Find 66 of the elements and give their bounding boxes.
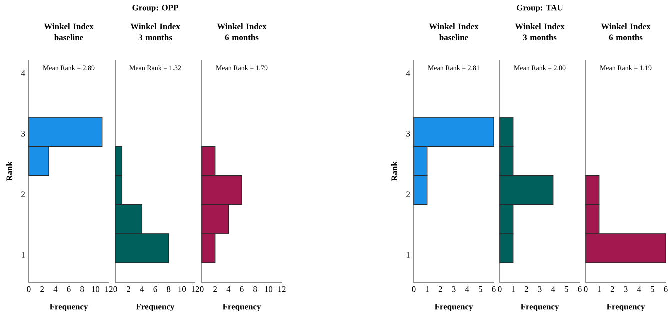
x-tick-label: 3 — [538, 286, 542, 292]
x-tick-label: 0 — [200, 286, 204, 292]
x-tick-label: 10 — [92, 286, 100, 292]
x-tick-label: 6 — [492, 286, 496, 292]
x-tick-label: 4 — [551, 286, 556, 292]
x-tick-label: 8 — [254, 286, 258, 292]
x-axis-title: Frequency — [222, 304, 262, 312]
x-tick-label: 8 — [167, 286, 171, 292]
x-tick-label: 3 — [452, 286, 456, 292]
x-tick-label: 6 — [664, 286, 668, 292]
x-tick-label: 3 — [624, 286, 628, 292]
x-tick-label: 0 — [412, 286, 416, 292]
y-tick-label: 2 — [406, 192, 410, 198]
x-tick-label: 12 — [192, 286, 200, 292]
x-tick-label: 2 — [40, 286, 44, 292]
x-tick-label: 0 — [114, 286, 118, 292]
x-tick-label: 5 — [479, 286, 482, 292]
y-tick-label: 2 — [22, 192, 26, 198]
x-tick-label: 8 — [80, 286, 84, 292]
chart-subtitle: Winkel Index baseline — [44, 24, 94, 40]
y-tick-label: 4 — [21, 70, 26, 76]
chart-subtitle: Winkel Index baseline — [429, 24, 479, 40]
x-axis-title: Frequency — [606, 304, 646, 312]
y-axis-title: Rank — [391, 162, 398, 182]
y-tick-label: 3 — [406, 131, 410, 137]
chart-subtitle: Winkel Index 6 months — [217, 24, 267, 40]
x-tick-label: 10 — [178, 286, 186, 292]
x-tick-label: 5 — [651, 286, 654, 292]
y-tick-label: 3 — [22, 131, 26, 137]
x-tick-label: 4 — [465, 286, 470, 292]
y-tick-label: 1 — [22, 252, 25, 258]
x-tick-label: 2 — [610, 286, 614, 292]
chart-subtitle: Winkel Index 3 months — [130, 24, 180, 40]
x-axis-title: Frequency — [520, 304, 560, 312]
chart-title: Group: TAU — [517, 5, 564, 12]
x-tick-label: 2 — [127, 286, 130, 292]
x-tick-label: 1 — [598, 286, 601, 292]
x-tick-label: 4 — [637, 286, 642, 292]
x-tick-label: 4 — [54, 286, 58, 292]
x-tick-label: 6 — [578, 286, 582, 292]
x-tick-label: 1 — [512, 286, 515, 292]
x-tick-label: 0 — [498, 286, 502, 292]
x-tick-label: 6 — [67, 286, 71, 292]
x-axis-title: Frequency — [136, 304, 175, 312]
x-tick-label: 4 — [226, 286, 231, 292]
x-tick-label: 6 — [154, 286, 158, 292]
x-axis-title: Frequency — [434, 304, 474, 312]
chart-subtitle: Winkel Index 6 months — [601, 24, 651, 40]
chart-subtitle: Winkel Index 3 months — [515, 24, 565, 40]
x-tick-label: 12 — [106, 286, 113, 292]
x-tick-label: 2 — [524, 286, 528, 292]
x-tick-label: 6 — [240, 286, 244, 292]
x-tick-label: 10 — [265, 286, 273, 292]
x-tick-label: 4 — [140, 286, 144, 292]
y-axis-title: Rank — [6, 162, 12, 182]
x-tick-label: 2 — [214, 286, 217, 292]
x-axis-title: Frequency — [50, 304, 88, 312]
y-tick-label: 4 — [406, 70, 410, 76]
x-tick-label: 12 — [278, 286, 286, 292]
x-tick-label: 2 — [438, 286, 442, 292]
x-tick-label: 1 — [426, 286, 429, 292]
y-tick-label: 1 — [407, 252, 410, 258]
chart-title: Group: OPP — [132, 5, 178, 12]
x-tick-label: 5 — [565, 286, 568, 292]
x-tick-label: 0 — [584, 286, 588, 292]
x-tick-label: 0 — [27, 286, 31, 292]
